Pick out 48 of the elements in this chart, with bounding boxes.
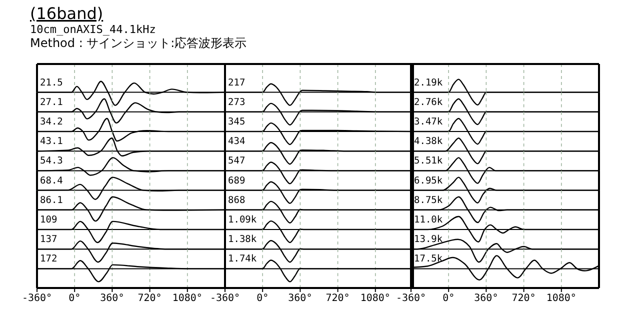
x-tick-label: -360° (22, 293, 52, 304)
x-tick-label: 720° (512, 293, 536, 304)
chart-title: 868 (228, 194, 246, 206)
chart-title: 54.3 (40, 156, 63, 167)
x-tick-label: 0° (256, 293, 269, 304)
chart-title: 345 (228, 116, 246, 128)
chart-title: 3.47k (414, 116, 443, 128)
text: Method : サインショット:応答波形表示 (30, 36, 247, 50)
chart-title: 434 (228, 136, 246, 148)
x-tick-label: 1080° (546, 293, 576, 304)
x-tick-label: 0° (68, 293, 81, 304)
chart-title: 8.75k (414, 194, 443, 206)
x-tick-label: 360° (100, 293, 124, 304)
chart-title: 109 (40, 214, 58, 226)
chart-title: 68.4 (40, 175, 64, 186)
chart-title: 1.09k (228, 214, 257, 226)
chart-title: 137 (40, 234, 58, 246)
x-tick-label: 720° (138, 293, 162, 304)
chart-title: 1.74k (228, 254, 257, 265)
chart-title: 11.0k (414, 214, 443, 226)
text: 10cm_onAXIS_44.1kHz (30, 23, 156, 36)
x-tick-label: -360° (210, 293, 240, 304)
chart-title: 273 (228, 96, 246, 108)
x-tick-label: 720° (326, 293, 350, 304)
chart-title: 13.9k (414, 234, 443, 246)
chart-title: 547 (228, 156, 246, 167)
chart-title: 217 (228, 77, 246, 88)
chart-title: 27.1 (40, 96, 64, 108)
chart-title: 43.1 (40, 136, 64, 148)
x-tick-label: 360° (474, 293, 498, 304)
x-tick-label: 1080° (172, 293, 202, 304)
x-tick-label: 360° (288, 293, 312, 304)
chart-title: 4.38k (414, 136, 443, 148)
chart-title: 172 (40, 254, 58, 265)
chart-title: 5.51k (414, 156, 443, 167)
x-tick-label: -360° (396, 293, 426, 304)
chart-title: 2.19k (414, 77, 443, 88)
chart-title: 86.1 (40, 194, 64, 206)
chart-title: 21.5 (40, 77, 63, 88)
chart-title: 6.95k (414, 175, 443, 186)
chart-title: 1.38k (228, 234, 257, 246)
x-tick-label: 0° (442, 293, 455, 304)
chart-title: 2.76k (414, 96, 443, 108)
text: (16band) (30, 4, 104, 23)
chart-title: 34.2 (40, 116, 63, 128)
chart-title: 17.5k (414, 254, 443, 265)
x-tick-label: 1080° (360, 293, 390, 304)
chart-title: 689 (228, 175, 246, 186)
